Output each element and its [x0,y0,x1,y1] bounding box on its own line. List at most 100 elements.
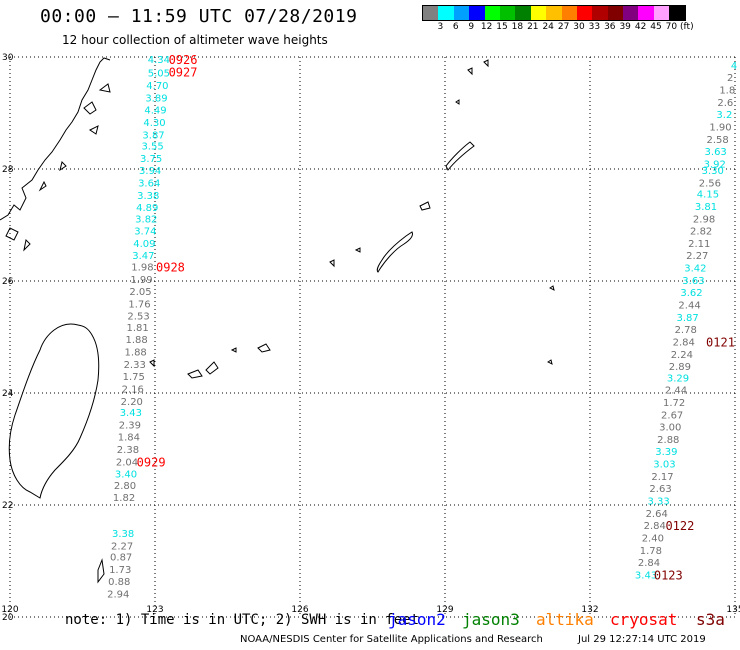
swh-point: 2.16 [122,385,144,396]
color-scale-tick: (ft) [680,22,694,32]
swh-point: 3.39 [655,447,677,458]
swh-values: 4.345.054.703.894.494.303.873.553.753.94… [107,55,737,600]
swh-point: 3.63 [705,147,727,158]
y-tick-label: 20 [2,613,14,623]
swh-point: 3.81 [695,202,717,213]
swh-point: 2.33 [124,360,146,371]
swh-point: 2.80 [114,481,136,492]
swh-point: 0.87 [110,553,132,564]
swh-point: 4 [731,61,737,72]
swh-point: 2.82 [690,227,712,238]
x-tick-label: 120 [1,605,18,615]
swh-point: 3.33 [648,497,670,508]
swh-point: 3.92 [704,159,726,170]
color-scale-tick: 39 [619,22,631,32]
y-tick-label: 22 [2,501,13,511]
color-scale-tick: 45 [650,22,662,32]
swh-point: 3.87 [677,313,699,324]
mission-label-jason2: jason2 [388,610,446,629]
swh-point: 2.17 [651,472,673,483]
swh-point: 3.43 [635,570,657,581]
yaeyama-island [187,361,219,379]
color-scale-tick: 27 [557,22,570,32]
color-swatch [669,6,685,20]
color-swatch [515,6,531,20]
swh-point: 2.27 [111,541,133,552]
swh-point: 2.6 [717,98,733,109]
pass-time-label: 0927 [169,66,198,80]
color-scale-tick: 21 [527,22,539,32]
swh-point: 3.00 [659,423,681,434]
x-tick-label: 135 [726,605,740,615]
swh-point: 4.09 [133,239,155,250]
swh-point: 2.38 [117,445,139,456]
swh-point: 3.38 [137,191,159,202]
color-scale-tick: 42 [634,22,647,32]
swh-point: 2.88 [657,435,679,446]
swh-point: 3.2 [716,110,732,121]
swh-point: 1.72 [663,398,685,409]
swh-point: 3.75 [140,154,162,165]
swh-point: 3.42 [684,264,706,275]
swh-point: 2.53 [127,312,149,323]
x-tick-label: 126 [291,605,308,615]
pass-time-label: 0928 [156,260,185,274]
pass-time-label: 0122 [665,519,694,533]
color-scale-tick: 15 [496,22,508,32]
chart-subtitle: 12 hour collection of altimeter wave hei… [62,33,328,47]
color-swatch [653,6,670,20]
color-swatch [623,6,639,20]
mission-label-cryosat: cryosat [610,610,678,629]
swh-point: 2.89 [669,362,691,373]
swh-point: 2.27 [686,251,708,262]
swh-point: 1.84 [118,433,140,444]
color-swatch [484,6,500,20]
swh-point: 2.63 [649,484,671,495]
mission-label-s3a: s3a [696,610,725,629]
color-swatch [438,6,454,20]
units-note: note: 1) Time is in UTC; 2) SWH is in fe… [65,612,420,628]
mission-label-jason3: jason3 [462,610,520,629]
generated-timestamp: Jul 29 12:27:14 UTC 2019 [578,634,706,645]
color-swatch [638,6,654,20]
swh-point: 2.44 [665,386,687,397]
color-scale-tick: 33 [588,22,601,32]
swh-point: 3.94 [139,166,161,177]
swh-point: 1.78 [640,546,662,557]
y-tick-label: 30 [2,53,14,63]
x-tick-label: 123 [146,605,163,615]
color-scale-tick: 6 [452,22,459,32]
swh-point: 3.82 [135,214,157,225]
swh-point: 3.47 [132,251,154,262]
small-islands [97,59,555,584]
swh-point: 2.40 [642,533,664,544]
swh-point: 2.20 [121,397,143,408]
color-swatch [576,6,593,20]
color-swatch [469,6,485,20]
color-swatch [423,6,439,20]
pass-time-label: 0123 [654,568,683,582]
swh-point: 4.89 [136,203,158,214]
swh-point: 2.11 [688,239,710,250]
swh-point: 1.73 [109,565,131,576]
color-scale-bar [422,5,686,21]
color-scale-tick: 36 [604,22,616,32]
color-scale-tick: 30 [573,22,585,32]
chart-title: 00:00 – 11:59 UTC 07/28/2019 [40,6,358,27]
color-swatch [592,6,608,20]
swh-point: 4.49 [144,106,166,117]
swh-point: 2.24 [671,350,693,361]
y-tick-label: 26 [2,277,14,287]
color-scale-tick: 24 [542,22,554,32]
color-scale-ticks: 3 6 9 12 15 18 21 24 27 30 33 36 39 42 45 70 (ft) [422,22,740,34]
china-coastline [0,57,111,252]
color-swatch [499,6,516,20]
mission-label-altika: altika [536,610,594,629]
taiwan-coastline [8,323,100,499]
color-scale-tick: 18 [511,22,524,32]
swh-point: 4.34 [148,55,170,66]
color-scale-tick: 12 [480,22,493,32]
y-tick-label: 28 [2,165,14,175]
swh-point: 3.03 [653,460,675,471]
swh-point: 1.88 [125,348,147,359]
